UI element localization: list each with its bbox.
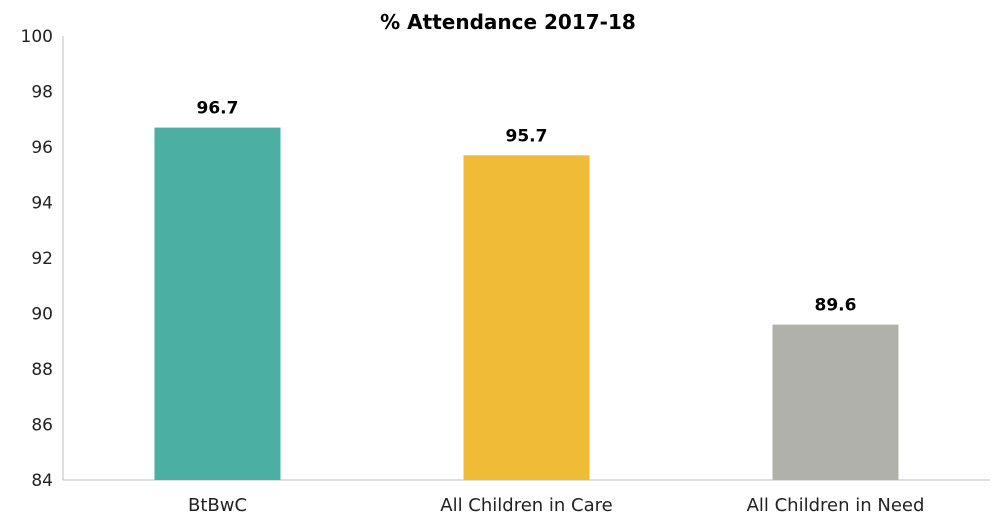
bar [463, 155, 590, 480]
bar-value-label: 89.6 [815, 296, 857, 316]
x-tick-label: All Children in Care [440, 495, 612, 516]
x-axis: BtBwC All Children in Care All Children in… [63, 479, 990, 516]
y-tick-label: 90 [31, 305, 53, 325]
y-tick-label: 96 [31, 138, 53, 158]
y-tick-label: 100 [21, 27, 53, 47]
chart-title: % Attendance 2017-18 [380, 10, 636, 34]
x-tick-label: All Children in Need [747, 495, 925, 516]
y-axis: 84 86 88 90 92 94 96 98 100 [21, 27, 64, 491]
y-tick-label: 88 [31, 360, 53, 380]
data-labels: 96.7 95.7 89.6 [197, 99, 857, 316]
bar [772, 324, 899, 480]
bar [154, 127, 281, 480]
y-tick-label: 86 [31, 416, 53, 436]
y-tick-label: 94 [31, 194, 53, 214]
bar-value-label: 95.7 [506, 126, 548, 146]
bars [154, 127, 899, 480]
x-tick-label: BtBwC [188, 495, 247, 516]
bar-value-label: 96.7 [197, 99, 239, 119]
y-tick-label: 98 [31, 83, 53, 103]
y-tick-label: 92 [31, 249, 53, 269]
y-tick-label: 84 [31, 471, 53, 491]
